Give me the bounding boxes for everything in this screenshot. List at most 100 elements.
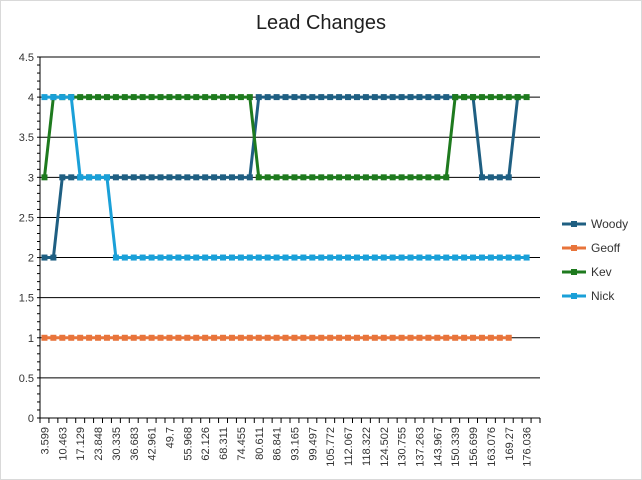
data-point-nick [220,254,227,261]
data-point-geoff [130,334,137,341]
data-point-woody [139,174,146,181]
data-point-woody [300,94,307,101]
data-point-nick [211,254,218,261]
data-point-nick [130,254,137,261]
data-point-woody [389,94,396,101]
data-point-geoff [353,334,360,341]
data-point-woody [121,174,128,181]
data-point-woody [175,174,182,181]
data-point-kev [389,174,396,181]
data-point-nick [202,254,209,261]
data-point-kev [478,94,485,101]
data-point-geoff [68,334,75,341]
data-point-woody [59,174,66,181]
data-point-kev [112,94,119,101]
data-point-geoff [273,334,280,341]
data-point-woody [336,94,343,101]
data-point-nick [273,254,280,261]
data-point-kev [416,174,423,181]
data-point-woody [264,94,271,101]
x-tick-label: 17.129 [75,427,87,461]
data-point-woody [228,174,235,181]
data-point-kev [300,174,307,181]
data-point-kev [282,174,289,181]
legend: Woody Geoff Kev Nick [562,217,628,303]
data-point-geoff [237,334,244,341]
x-tick-label: 112.067 [343,427,355,466]
data-point-nick [166,254,173,261]
data-point-geoff [255,334,262,341]
data-point-geoff [470,334,477,341]
data-point-woody [362,94,369,101]
x-tick-label: 86.841 [272,427,284,461]
data-point-nick [59,94,66,101]
x-tick-label: 3.599 [39,427,51,455]
data-point-nick [175,254,182,261]
data-point-geoff [264,334,271,341]
data-point-woody [345,94,352,101]
data-point-geoff [50,334,57,341]
data-point-woody [202,174,209,181]
x-tick-label: 68.311 [218,427,230,460]
data-point-kev [425,174,432,181]
data-point-kev [157,94,164,101]
data-point-geoff [505,334,512,341]
data-point-geoff [77,334,84,341]
data-point-nick [112,254,119,261]
data-point-woody [398,94,405,101]
data-point-woody [148,174,155,181]
data-point-geoff [157,334,164,341]
data-point-nick [228,254,235,261]
data-point-nick [318,254,325,261]
data-point-kev [505,94,512,101]
x-tick-label: 143.967 [432,427,444,467]
data-point-woody [496,174,503,181]
x-tick-label: 62.126 [200,427,212,461]
data-point-woody [282,94,289,101]
data-point-kev [398,174,405,181]
data-point-kev [211,94,218,101]
x-tick-label: 36.683 [129,427,141,461]
data-point-woody [487,174,494,181]
y-tick-label: 2.5 [19,212,34,224]
data-point-woody [318,94,325,101]
data-point-geoff [184,334,191,341]
x-tick-label: 42.961 [147,427,159,461]
data-point-woody [505,174,512,181]
data-point-kev [95,94,102,101]
data-point-geoff [371,334,378,341]
x-tick-label: 150.339 [450,427,462,467]
data-point-woody [478,174,485,181]
data-point-nick [336,254,343,261]
data-point-geoff [121,334,128,341]
data-point-kev [470,94,477,101]
data-point-nick [380,254,387,261]
data-point-kev [264,174,271,181]
data-point-kev [220,94,227,101]
legend-label-geoff: Geoff [591,241,621,255]
data-point-kev [184,94,191,101]
data-point-geoff [86,334,93,341]
data-point-kev [273,174,280,181]
data-point-geoff [59,334,66,341]
data-point-geoff [434,334,441,341]
data-point-woody [41,254,48,261]
data-point-nick [327,254,334,261]
data-point-kev [121,94,128,101]
data-point-woody [220,174,227,181]
data-point-woody [50,254,57,261]
y-tick-label: 0 [28,413,34,425]
data-point-kev [371,174,378,181]
data-point-kev [514,94,521,101]
data-point-nick [264,254,271,261]
data-point-nick [443,254,450,261]
data-point-nick [505,254,512,261]
data-point-kev [380,174,387,181]
chart-title: Lead Changes [255,12,387,34]
data-point-nick [407,254,414,261]
y-tick-label: 3.5 [19,132,34,144]
data-point-nick [389,254,396,261]
data-point-woody [112,174,119,181]
data-point-woody [371,94,378,101]
